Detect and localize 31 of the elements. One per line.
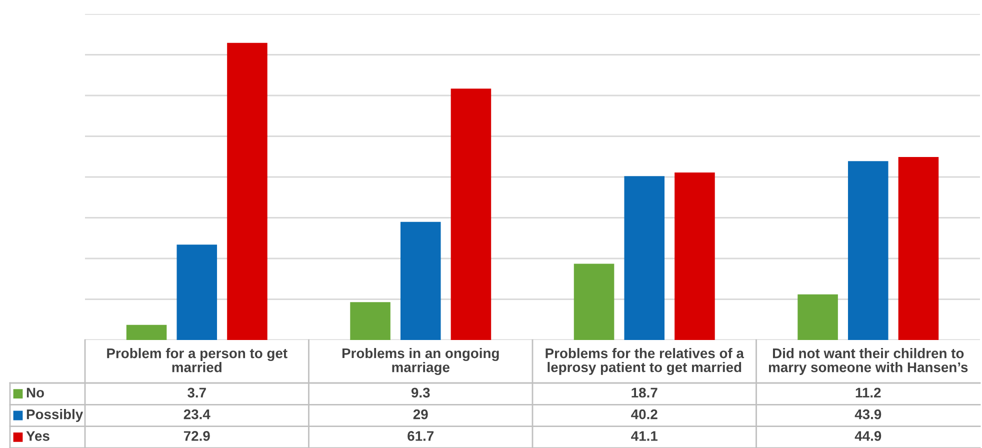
bar [574,264,614,340]
data-label: 29 [413,409,428,420]
bar [400,222,441,340]
data-label: 61.7 [408,431,434,441]
data-label: 41.1 [631,431,658,441]
bar [126,324,167,340]
bar [624,176,665,340]
bar [450,88,492,340]
data-label: 40.2 [631,409,658,420]
x-tick-label: Did not want their children to marry someone with Hansen’s [768,348,968,375]
bar [898,157,939,340]
x-tick-label: Problems for the relatives of a leprosy patient to get married [546,348,744,375]
bar [674,172,715,340]
bar [227,42,268,340]
x-tick-label: Problems in an ongoing marriage [342,348,499,376]
bar [798,294,838,340]
bar [350,302,390,340]
bar [848,161,888,340]
legend-label: Possibly [26,409,84,422]
data-label: 43.9 [854,409,882,420]
legend-label: Yes [26,431,50,441]
data-label: 72.9 [184,431,210,441]
data-label: 9.3 [411,388,430,398]
legend-label: No [26,388,44,398]
data-label: 11.2 [856,388,881,398]
data-label: 44.9 [854,431,882,441]
data-label: 23.4 [184,409,210,420]
bar [176,244,218,340]
x-tick-label: Problem for a person to get married [107,348,288,372]
data-label: 3.7 [188,388,206,398]
data-label: 18.7 [632,388,658,398]
